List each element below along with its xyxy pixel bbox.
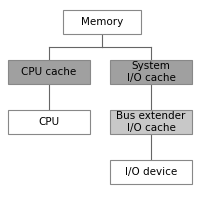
FancyBboxPatch shape <box>63 10 141 34</box>
Text: CPU: CPU <box>38 117 60 127</box>
FancyBboxPatch shape <box>110 161 192 185</box>
Text: Memory: Memory <box>81 17 123 27</box>
FancyBboxPatch shape <box>110 110 192 134</box>
FancyBboxPatch shape <box>8 110 90 134</box>
Text: Bus extender
I/O cache: Bus extender I/O cache <box>116 111 186 134</box>
Text: I/O device: I/O device <box>125 167 177 177</box>
Text: System
I/O cache: System I/O cache <box>126 61 175 83</box>
Text: CPU cache: CPU cache <box>21 67 76 77</box>
FancyBboxPatch shape <box>8 60 90 84</box>
FancyBboxPatch shape <box>110 60 192 84</box>
